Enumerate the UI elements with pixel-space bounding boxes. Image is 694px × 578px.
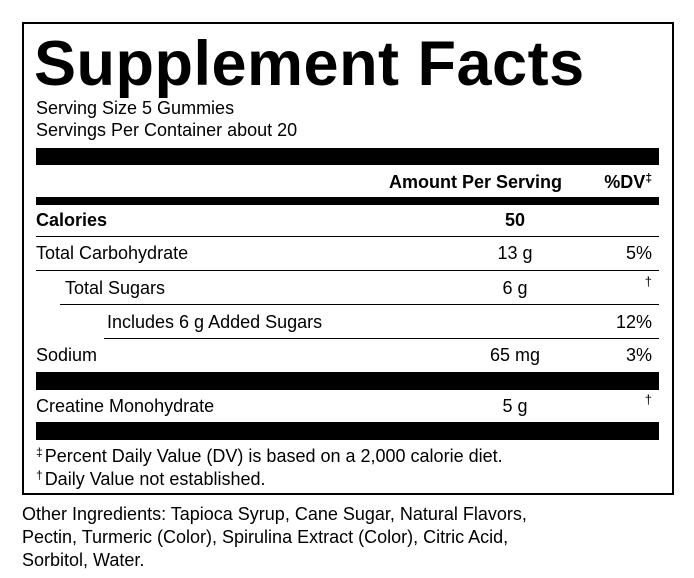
footnote: † Daily Value not established. [36,468,266,490]
nutrient-amount: 65 mg [489,345,541,365]
nutrient-name: Total Carbohydrate [36,243,189,263]
thick-bar [36,148,659,165]
nutrient-name: Creatine Monohydrate [36,396,215,416]
serving-size: Serving Size 5 Gummies [36,98,235,118]
nutrient-amount: 50 [504,210,526,230]
nutrient-dv: 5% [625,243,652,263]
header-dv-text: %DV [604,172,646,192]
nutrient-dv: 3% [625,345,652,365]
label-box [22,22,674,495]
footnote-text: Daily Value not established. [44,469,266,489]
nutrient-dv: † [644,274,652,289]
footnote-mark: † [36,468,43,482]
row-rule [60,304,659,305]
other-ingredients-line: Sorbitol, Water. [22,550,145,570]
nutrient-name: Total Sugars [65,278,166,298]
nutrient-amount: 13 g [497,243,533,263]
nutrient-name: Calories [36,210,108,230]
nutrient-dv: 12% [615,312,652,332]
nutrient-amount: 6 g [502,278,528,298]
servings-per-container: Servings Per Container about 20 [36,120,298,140]
nutrient-amount: 5 g [502,396,528,416]
header-dv-mark: ‡ [645,171,652,185]
row-rule [36,270,659,271]
nutrient-name: Sodium [36,345,98,365]
thick-bar [36,372,659,390]
row-rule [104,338,659,339]
row-rule [36,236,659,237]
thick-bar [36,422,659,440]
footnote-mark: ‡ [36,445,43,459]
label-title: Supplement Facts [34,29,585,99]
footnote: ‡ Percent Daily Value (DV) is based on a … [36,445,503,467]
header-amount: Amount Per Serving [389,172,563,192]
nutrient-name: Includes 6 g Added Sugars [107,312,323,332]
header-dv: %DV‡ [604,171,652,193]
other-ingredients-line: Pectin, Turmeric (Color), Spirulina Extr… [22,527,509,547]
nutrient-dv: † [644,392,652,407]
other-ingredients-line: Other Ingredients: Tapioca Syrup, Cane S… [22,504,527,524]
footnote-text: Percent Daily Value (DV) is based on a 2… [44,446,503,466]
thick-bar [36,197,659,205]
